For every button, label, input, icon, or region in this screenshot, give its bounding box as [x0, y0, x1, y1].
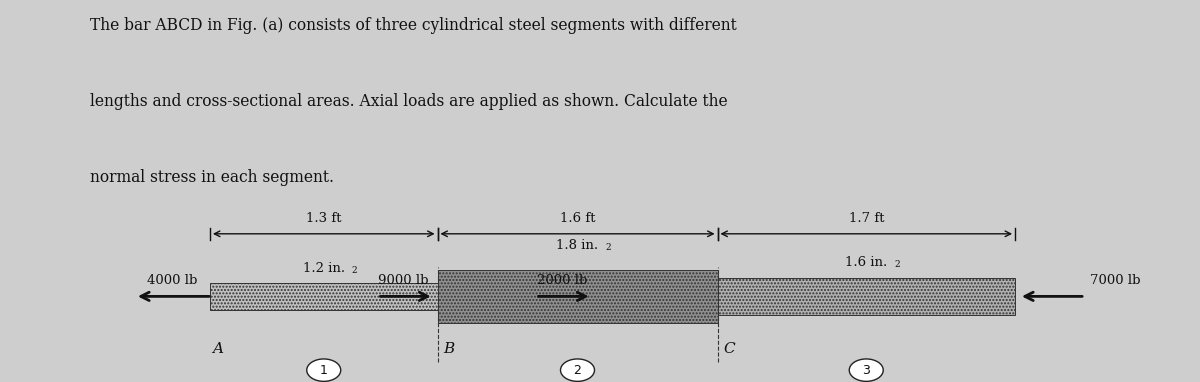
Text: The bar ABCD in Fig. (a) consists of three cylindrical steel segments with diffe: The bar ABCD in Fig. (a) consists of thr…	[90, 16, 737, 34]
Circle shape	[307, 359, 341, 381]
Text: 1.8 in.: 1.8 in.	[557, 239, 599, 252]
Text: 2000 lb: 2000 lb	[538, 274, 588, 286]
Text: lengths and cross-sectional areas. Axial loads are applied as shown. Calculate t: lengths and cross-sectional areas. Axial…	[90, 93, 727, 110]
Text: 1: 1	[320, 364, 328, 377]
Text: 1.7 ft: 1.7 ft	[848, 212, 884, 225]
Circle shape	[560, 359, 594, 381]
Text: 2: 2	[574, 364, 582, 377]
Text: 2: 2	[352, 265, 358, 275]
Text: 9000 lb: 9000 lb	[378, 274, 428, 286]
Text: 2: 2	[606, 243, 611, 252]
Bar	[438, 270, 718, 323]
Text: 2: 2	[894, 261, 900, 269]
Text: 1.6 ft: 1.6 ft	[559, 212, 595, 225]
Text: 4000 lb: 4000 lb	[146, 274, 197, 286]
Bar	[210, 283, 438, 309]
Text: 3: 3	[863, 364, 870, 377]
Text: A: A	[212, 343, 223, 356]
Text: 1.6 in.: 1.6 in.	[845, 256, 887, 269]
Circle shape	[850, 359, 883, 381]
Bar	[718, 278, 1015, 315]
Text: 7000 lb: 7000 lb	[1090, 274, 1140, 286]
Text: 1.2 in.: 1.2 in.	[302, 262, 344, 275]
Text: B: B	[444, 343, 455, 356]
Text: C: C	[724, 343, 736, 356]
Text: normal stress in each segment.: normal stress in each segment.	[90, 169, 334, 186]
Text: 1.3 ft: 1.3 ft	[306, 212, 342, 225]
